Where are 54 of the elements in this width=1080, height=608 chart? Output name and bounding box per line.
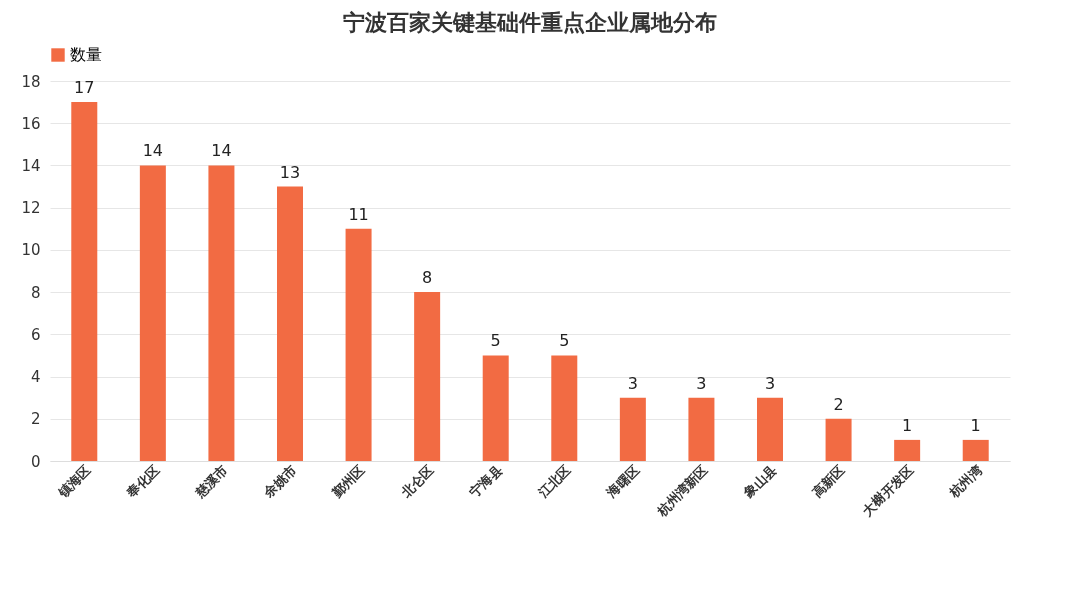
- data-label: 2: [833, 394, 844, 414]
- x-tick-label: 象山县: [740, 462, 780, 501]
- bar: [277, 186, 303, 461]
- bar: [619, 397, 646, 461]
- bar: [825, 418, 852, 461]
- x-tick-label: 宁海县: [466, 462, 505, 501]
- data-label: 5: [559, 331, 570, 351]
- y-tick-label: 18: [21, 72, 41, 91]
- y-tick-label: 8: [30, 283, 41, 302]
- bar: [551, 355, 578, 461]
- y-tick-label: 12: [21, 199, 41, 218]
- x-tick-label: 镇海区: [54, 462, 94, 501]
- data-label: 1: [902, 415, 913, 435]
- bar: [71, 102, 98, 461]
- bar: [482, 355, 509, 461]
- data-label: 14: [142, 141, 164, 161]
- x-tick-label: 杭州湾: [946, 462, 985, 501]
- data-label: 11: [348, 204, 369, 224]
- x-tick-label: 江北区: [534, 462, 574, 501]
- data-label: 3: [627, 373, 638, 393]
- data-label: 17: [74, 78, 95, 98]
- data-label: 14: [211, 141, 232, 161]
- x-tick-label: 慈溪市: [191, 462, 231, 501]
- data-label: 3: [696, 373, 707, 393]
- data-label: 5: [490, 331, 501, 351]
- x-tick-label: 奉化区: [123, 462, 163, 501]
- y-tick-label: 16: [21, 114, 41, 133]
- y-tick-label: 6: [30, 325, 41, 344]
- x-tick-label: 大榭开发区: [859, 462, 917, 519]
- y-tick-label: 0: [30, 452, 41, 471]
- data-label: 13: [279, 162, 301, 182]
- x-tick-label: 高新区: [809, 462, 848, 501]
- x-tick-label: 鄞州区: [328, 462, 368, 501]
- bar: [757, 397, 783, 461]
- bar: [894, 439, 921, 461]
- bar: [414, 292, 441, 461]
- legend-label: 数量: [70, 45, 102, 64]
- bar: [688, 397, 715, 461]
- bar: [208, 165, 235, 461]
- x-tick-label: 杭州湾新区: [653, 462, 711, 520]
- y-tick-label: 14: [21, 156, 41, 175]
- chart-title: 宁波百家关键基础件重点企业属地分布: [343, 10, 717, 35]
- y-tick-label: 10: [21, 241, 41, 260]
- bar: [345, 228, 372, 461]
- x-tick-label: 北仑区: [397, 462, 437, 501]
- data-label: 3: [764, 373, 776, 393]
- data-label: 8: [422, 268, 433, 288]
- y-tick-label: 4: [30, 368, 41, 387]
- data-label: 1: [970, 415, 981, 435]
- x-tick-label: 余姚市: [260, 462, 300, 501]
- y-tick-label: 2: [30, 410, 41, 429]
- x-tick-label: 海曙区: [603, 462, 643, 501]
- bar: [139, 165, 166, 461]
- bar: [962, 439, 989, 461]
